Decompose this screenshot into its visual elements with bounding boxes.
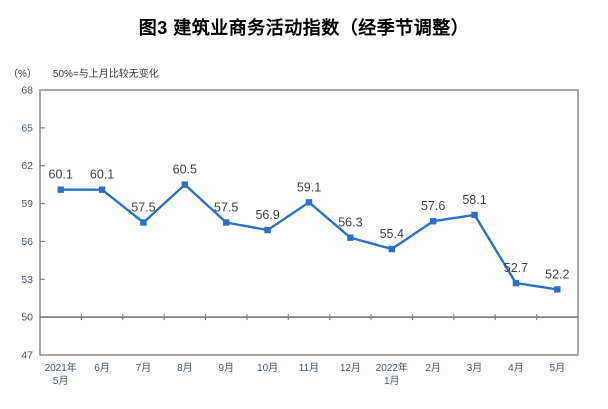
y-tick-label: 62 [21,160,33,172]
data-point-label: 57.6 [421,199,445,213]
reference-note: 50%=与上月比较无变化 [52,69,159,80]
plot-border [39,89,579,356]
chart-subtitle: （%） 50%=与上月比较无变化 [8,65,159,80]
x-tick-label: 6月 [94,362,110,374]
y-tick-label: 56 [21,236,33,248]
x-tick-label: 4月 [508,362,524,374]
x-tick-label: 2022年 [376,361,408,374]
data-point-label: 57.5 [214,201,238,215]
data-point-label: 52.2 [545,267,569,281]
data-point-label: 55.4 [380,227,404,241]
y-tick-label: 53 [21,274,33,286]
x-tick-label: 12月 [340,362,361,374]
x-tick-label: 10月 [257,362,278,374]
data-point-label: 57.5 [131,201,155,215]
data-point-label: 58.1 [462,193,486,207]
data-point-marker [554,286,561,293]
y-tick-label: 50 [21,312,33,324]
data-point-label: 59.1 [297,180,321,194]
data-point-label: 60.1 [49,168,73,182]
data-point-marker [264,226,271,234]
data-point-label: 56.3 [338,216,362,230]
data-point-marker [429,218,437,225]
data-point-marker [305,199,313,206]
y-tick-label: 59 [21,198,33,210]
y-tick-label: 68 [21,85,33,97]
data-point-marker [98,186,106,193]
data-point-marker [512,279,520,287]
x-tick-label: 5月 [550,362,566,374]
y-tick-label: 47 [21,350,33,362]
data-point-label: 60.1 [90,168,114,182]
data-point-marker [181,181,189,188]
x-tick-label: 7月 [136,362,152,374]
x-tick-label: 1月 [384,375,400,387]
x-tick-label: 5月 [53,375,69,387]
y-tick-label: 65 [21,122,33,134]
data-point-marker [140,219,147,226]
data-point-label: 60.5 [173,163,197,177]
x-tick-label: 8月 [177,362,193,374]
data-point-marker [388,245,395,253]
data-point-marker [471,211,478,219]
data-point-marker [347,234,354,241]
x-tick-label: 3月 [467,362,483,374]
data-point-label: 52.7 [504,261,528,275]
x-tick-label: 11月 [299,362,319,374]
x-tick-label: 9月 [218,362,234,374]
data-point-label: 56.9 [255,208,279,222]
data-point-marker [223,219,230,226]
x-tick-label: 2021年 [45,361,77,374]
x-tick-label: 2月 [425,362,441,374]
data-point-marker [57,186,64,193]
chart-title: 图3 建筑业商务活动指数（经季节调整） [138,18,470,38]
y-axis-unit-label: （%） [8,69,37,80]
